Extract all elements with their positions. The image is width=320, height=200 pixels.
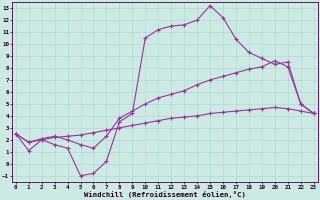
X-axis label: Windchill (Refroidissement éolien,°C): Windchill (Refroidissement éolien,°C) [84,191,246,198]
